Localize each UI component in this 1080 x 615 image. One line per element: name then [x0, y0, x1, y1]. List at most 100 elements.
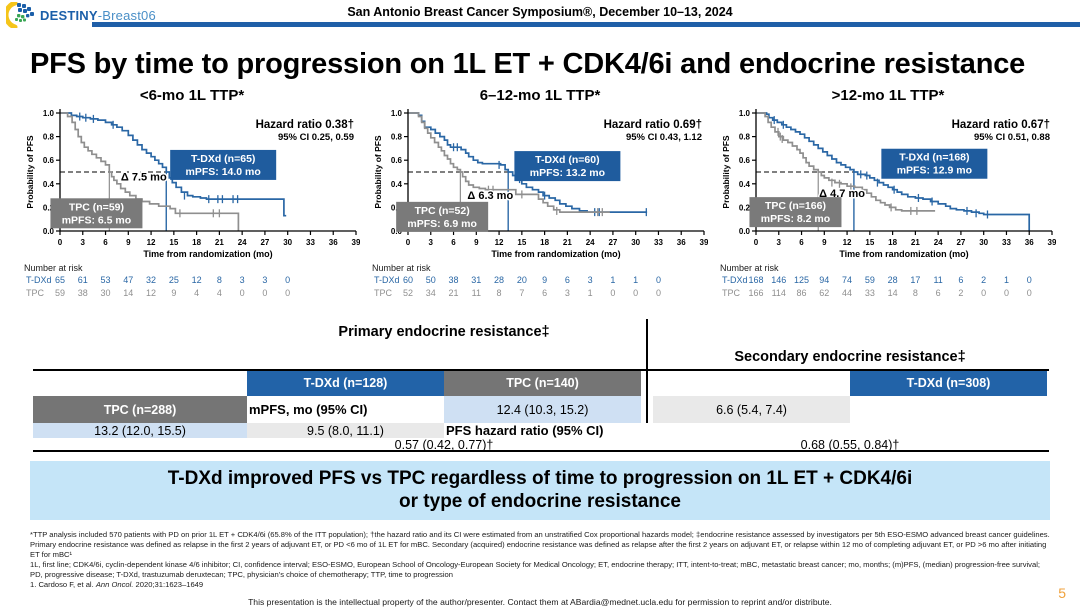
risk-value: 31 [471, 275, 482, 285]
tdxd-box-mpfs: mPFS: 13.2 mo [530, 167, 605, 179]
tdxd-curve [60, 112, 287, 217]
reference-post: 2020;31:1623–1649 [133, 579, 204, 589]
x-tick-label: 39 [352, 238, 360, 247]
risk-value: 17 [910, 275, 921, 285]
x-tick-label: 30 [631, 238, 640, 247]
risk-value: 59 [54, 288, 66, 298]
risk-value: 21 [448, 288, 459, 298]
tpc-curve [408, 112, 610, 213]
risk-row-name: T-DXd [26, 275, 52, 285]
tpc-box [749, 197, 842, 228]
risk-value: 94 [819, 275, 830, 285]
ip-footer: This presentation is the intellectual pr… [248, 597, 832, 607]
destiny-logo-icon [6, 2, 34, 28]
tdxd-box-label: T-DXd (n=60) [535, 154, 599, 166]
risk-value: 168 [748, 275, 764, 285]
cell-hr-primary: 0.57 (0.42, 0.77)† [394, 438, 494, 452]
col-header-tpc-secondary: TPC (n=288) [33, 396, 247, 423]
hazard-ratio-label: Hazard ratio 0.67† [952, 119, 1050, 131]
tdxd-box [170, 149, 277, 180]
risk-value: 6 [564, 275, 570, 285]
col-header-tdxd-secondary: T-DXd (n=308) [850, 369, 1047, 396]
col-header-tpc-primary: TPC (n=140) [444, 369, 641, 396]
tpc-box [50, 198, 143, 229]
y-tick-label: 1.0 [739, 109, 751, 118]
risk-value: 38 [448, 275, 459, 285]
risk-value: 12 [191, 275, 202, 285]
risk-row-name: TPC [26, 288, 44, 298]
risk-value: 47 [123, 275, 134, 285]
risk-value: 74 [842, 275, 853, 285]
hazard-ratio-label: Hazard ratio 0.38† [256, 119, 354, 131]
x-tick-label: 15 [865, 238, 874, 247]
x-tick-label: 6 [799, 238, 804, 247]
table-row-label-spacer [33, 369, 247, 396]
x-tick-label: 6 [451, 238, 456, 247]
conference-title: San Antonio Breast Cancer Symposium®, De… [347, 5, 733, 19]
risk-value: 30 [100, 288, 111, 298]
y-tick-label: 0.0 [739, 227, 751, 236]
risk-value: 0 [981, 288, 987, 298]
y-axis-title: Probability of PFS [373, 135, 383, 209]
risk-value: 28 [887, 275, 898, 285]
x-tick-label: 9 [126, 238, 131, 247]
x-tick-label: 33 [654, 238, 663, 247]
delta-label: Δ 6.3 mo [467, 190, 513, 202]
x-axis-title: Time from randomization (mo) [143, 249, 272, 259]
km-panel-1: <6-mo 1L TTP* 0.0 0.2 0.4 0.6 0.8 1.0 0 3 6 9 12 15 1… [24, 87, 360, 309]
table-group-divider [641, 319, 653, 423]
risk-value: 32 [146, 275, 157, 285]
logo-wordmark-light: -Breast06 [97, 7, 156, 23]
group-header-secondary: Secondary endocrine resistance‡ [734, 349, 966, 365]
x-tick-label: 21 [911, 238, 920, 247]
footnote-definitions: *TTP analysis included 570 patients with… [30, 530, 1050, 560]
x-tick-label: 27 [608, 238, 617, 247]
y-tick-label: 0.4 [739, 180, 751, 189]
risk-value: 1 [633, 275, 639, 285]
x-tick-label: 39 [700, 238, 708, 247]
risk-value: 3 [262, 275, 268, 285]
group-header-primary: Primary endocrine resistance‡ [338, 324, 550, 340]
risk-value: 4 [216, 288, 222, 298]
y-tick-label: 0.2 [739, 203, 751, 212]
destiny-breast06-logo: DESTINY-Breast06 [6, 2, 156, 28]
y-tick-label: 1.0 [43, 109, 55, 118]
risk-value: 3 [587, 275, 593, 285]
risk-value: 8 [216, 275, 222, 285]
tpc-box-label: TPC (n=52) [415, 205, 470, 217]
risk-value: 12 [146, 288, 157, 298]
risk-value: 0 [655, 275, 661, 285]
col-header-tdxd-primary: T-DXd (n=128) [247, 369, 444, 396]
risk-value: 146 [771, 275, 787, 285]
results-table: Primary endocrine resistance‡ Secondary … [33, 319, 1049, 452]
tdxd-box [514, 151, 621, 182]
x-tick-label: 18 [888, 238, 897, 247]
cell-hr-secondary: 0.68 (0.55, 0.84)† [800, 438, 900, 452]
tpc-curve [756, 112, 936, 212]
x-tick-label: 9 [822, 238, 827, 247]
risk-value: 86 [796, 288, 807, 298]
x-tick-label: 33 [1002, 238, 1011, 247]
x-tick-label: 30 [283, 238, 292, 247]
risk-value: 60 [402, 275, 414, 285]
delta-label: Δ 7.5 mo [121, 171, 167, 183]
risk-value: 0 [1003, 288, 1009, 298]
tpc-box [396, 201, 489, 232]
risk-value: 0 [285, 275, 291, 285]
risk-value: 20 [516, 275, 527, 285]
number-at-risk: Number at risk T-DXd 168 146 125 94 74 59 28 17 11… [720, 263, 1056, 309]
x-tick-label: 30 [979, 238, 988, 247]
x-tick-label: 24 [238, 238, 247, 247]
risk-value: 3 [564, 288, 570, 298]
cell-mpfs-tdxd-primary: 12.4 (10.3, 15.2) [444, 396, 641, 423]
cell-mpfs-tpc-primary: 6.6 (5.4, 7.4) [653, 396, 850, 423]
x-tick-label: 21 [563, 238, 572, 247]
risk-row-name: TPC [374, 288, 392, 298]
number-at-risk-title: Number at risk [24, 263, 83, 273]
tpc-box-label: TPC (n=59) [69, 201, 124, 213]
risk-value: 114 [771, 288, 786, 298]
reference-pre: 1. Cardoso F, et al. [30, 579, 96, 589]
y-tick-label: 0.8 [739, 133, 751, 142]
conclusion-line-1: T-DXd improved PFS vs TPC regardless of … [167, 468, 913, 489]
risk-value: 9 [542, 275, 548, 285]
